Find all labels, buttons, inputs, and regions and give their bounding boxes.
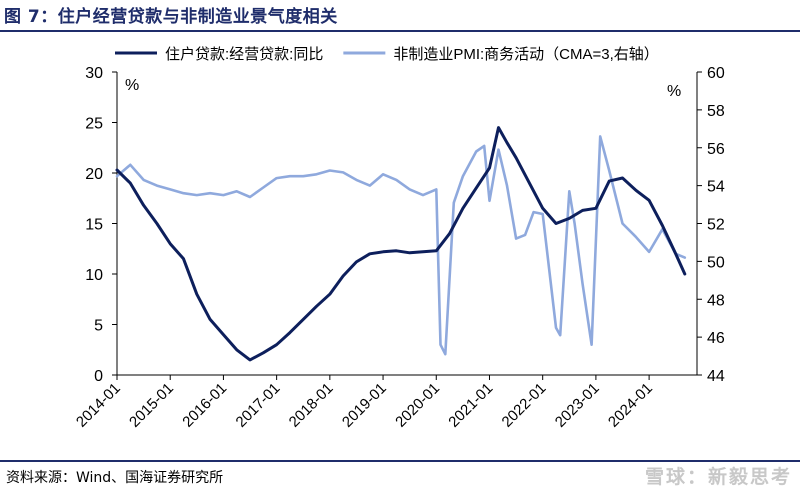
x-tick-label: 2022-01: [499, 380, 550, 431]
x-tick-label: 2015-01: [126, 380, 177, 431]
series-line-pmi: [115, 135, 687, 356]
right-tick-label: 48: [707, 292, 725, 309]
x-tick-label: 2014-01: [73, 380, 124, 431]
right-tick-label: 52: [707, 217, 725, 234]
left-tick-label: 0: [94, 368, 103, 385]
x-tick-label: 2024-01: [605, 380, 656, 431]
left-tick-label: 20: [85, 166, 103, 183]
x-tick-label: 2021-01: [445, 380, 496, 431]
right-tick-label: 44: [707, 368, 725, 385]
right-tick-label: 50: [707, 254, 725, 271]
left-unit-label: %: [125, 77, 139, 94]
series-line-loans: [115, 126, 687, 362]
left-tick-label: 5: [94, 318, 103, 335]
right-tick-label: 60: [707, 65, 725, 82]
bottom-divider: [0, 460, 800, 462]
x-tick-label: 2023-01: [552, 380, 603, 431]
x-tick-label: 2016-01: [179, 380, 230, 431]
x-tick-label: 2020-01: [392, 380, 443, 431]
left-tick-label: 10: [85, 267, 103, 284]
right-tick-label: 54: [707, 179, 725, 196]
x-tick-label: 2019-01: [339, 380, 390, 431]
left-tick-label: 30: [85, 65, 103, 82]
left-tick-label: 15: [85, 217, 103, 234]
right-unit-label: %: [667, 83, 681, 100]
x-tick-label: 2018-01: [286, 380, 337, 431]
top-divider: [0, 30, 800, 32]
page-title: 图 7：住户经营贷款与非制造业景气度相关: [4, 7, 338, 27]
line-chart: 住户贷款:经营贷款:同比 非制造业PMI:商务活动（CMA=3,右轴） 0 5 10 1…: [73, 46, 725, 431]
x-tick-label: 2017-01: [233, 380, 284, 431]
legend-label-pmi: 非制造业PMI:商务活动（CMA=3,右轴）: [393, 46, 658, 63]
right-tick-label: 46: [707, 330, 725, 347]
right-tick-label: 56: [707, 141, 725, 158]
legend-label-loans: 住户贷款:经营贷款:同比: [165, 46, 323, 63]
watermark: 雪球：新毅思考: [644, 466, 792, 488]
series-layer: [115, 126, 687, 362]
left-tick-label: 25: [85, 116, 103, 133]
source-note: 资料来源：Wind、国海证券研究所: [6, 470, 224, 486]
right-tick-label: 58: [707, 103, 725, 120]
chart-legend: 住户贷款:经营贷款:同比 非制造业PMI:商务活动（CMA=3,右轴）: [115, 46, 659, 63]
